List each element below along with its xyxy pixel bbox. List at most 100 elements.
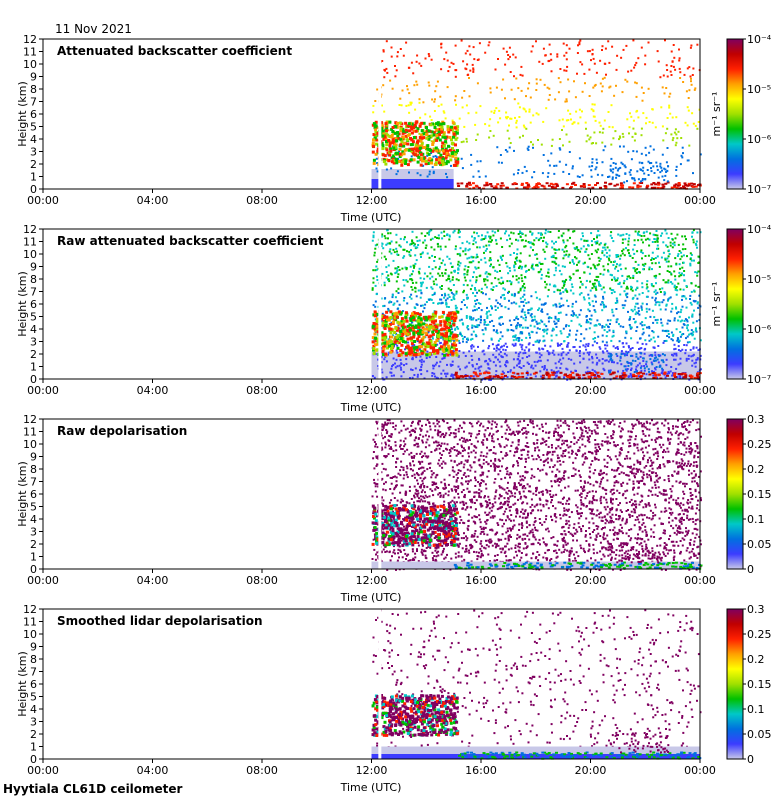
heatmap-cell (534, 526, 536, 529)
heatmap-cell (522, 304, 525, 307)
heatmap-cell (547, 268, 550, 271)
heatmap-cell (648, 334, 651, 337)
heatmap-cell (640, 152, 643, 155)
heatmap-cell (648, 308, 651, 311)
heatmap-cell (633, 308, 636, 311)
heatmap-cell (625, 294, 628, 297)
heatmap-cell (654, 183, 658, 186)
heatmap-cell (689, 298, 691, 300)
heatmap-cell (665, 339, 668, 342)
heatmap-cell (466, 284, 469, 287)
heatmap-cell (448, 278, 451, 280)
heatmap-cell (503, 297, 506, 300)
heatmap-cell (400, 343, 404, 347)
heatmap-cell (669, 370, 672, 373)
heatmap-cell (520, 89, 523, 92)
heatmap-cell (681, 266, 684, 269)
heatmap-cell (642, 92, 645, 94)
heatmap-cell (493, 329, 495, 332)
heatmap-cell (695, 244, 698, 247)
heatmap-cell (523, 286, 526, 289)
heatmap-cell (448, 238, 451, 241)
heatmap-cell (576, 329, 579, 332)
heatmap-cell (454, 245, 457, 248)
heatmap-cell (543, 368, 546, 371)
heatmap-cell (470, 355, 473, 357)
heatmap-cell (515, 317, 518, 320)
heatmap-cell (606, 350, 609, 353)
heatmap-cell (645, 373, 648, 376)
heatmap-cell (588, 272, 591, 275)
heatmap-cell (445, 330, 449, 333)
heatmap-cell (497, 343, 500, 346)
heatmap-cell (477, 367, 480, 370)
heatmap-cell (383, 284, 386, 287)
heatmap-cell (406, 138, 410, 142)
heatmap-cell (664, 292, 667, 295)
heatmap-cell (431, 337, 434, 340)
heatmap-cell (645, 307, 648, 310)
heatmap-cell (531, 319, 534, 322)
heatmap-cell (464, 279, 467, 282)
heatmap-cell (388, 141, 392, 145)
heatmap-cell (679, 77, 682, 79)
heatmap-cell (382, 84, 385, 87)
heatmap-cell (602, 265, 605, 268)
heatmap-cell (384, 352, 388, 356)
heatmap-cell (496, 376, 500, 379)
heatmap-cell (578, 354, 581, 357)
heatmap-cell (459, 230, 461, 233)
heatmap-cell (544, 232, 547, 235)
heatmap-cell (657, 335, 660, 338)
heatmap-cell (432, 364, 434, 367)
heatmap-cell (407, 104, 410, 107)
heatmap-cell (394, 296, 397, 299)
heatmap-cell (674, 128, 677, 131)
colorbar-tick-label: 10⁻⁷ (747, 183, 771, 196)
heatmap-cell (454, 163, 457, 167)
heatmap-cell (460, 375, 463, 378)
heatmap-cell (571, 305, 574, 308)
heatmap-cell (607, 176, 609, 178)
heatmap-cell (633, 179, 636, 182)
heatmap-cell (391, 126, 395, 129)
heatmap-cell (573, 362, 576, 365)
heatmap-cell (555, 262, 558, 265)
heatmap-cell (573, 346, 576, 348)
heatmap-cell (508, 124, 510, 127)
heatmap-cell (692, 183, 696, 186)
heatmap-cell (371, 336, 375, 340)
heatmap-cell (489, 91, 492, 94)
heatmap-cell (664, 229, 667, 232)
heatmap-cell (451, 129, 454, 132)
heatmap-cell (628, 346, 630, 349)
heatmap-cell (659, 165, 662, 168)
heatmap-cell (558, 160, 561, 163)
heatmap-cell (512, 329, 515, 332)
heatmap-cell (460, 141, 463, 144)
heatmap-cell (418, 344, 422, 348)
heatmap-cell (624, 238, 627, 241)
heatmap-cell (612, 162, 615, 164)
heatmap-cell (466, 306, 468, 309)
heatmap-cell (418, 323, 422, 327)
heatmap-cell (666, 245, 669, 248)
heatmap-cell (466, 269, 469, 272)
heatmap-cell (679, 357, 682, 360)
heatmap-cell (628, 252, 630, 255)
heatmap-cell (489, 378, 492, 381)
heatmap-cell (411, 357, 414, 360)
heatmap-cell (547, 184, 551, 187)
heatmap-cell (538, 261, 541, 264)
heatmap-cell (616, 254, 619, 256)
heatmap-cell (454, 304, 457, 307)
heatmap-cell (449, 311, 453, 315)
heatmap-cell (659, 354, 662, 357)
heatmap-cell (404, 332, 408, 335)
heatmap-cell (663, 179, 666, 182)
heatmap-cell (382, 247, 385, 250)
heatmap-cell (409, 346, 413, 350)
heatmap-cell (632, 318, 635, 320)
heatmap-cell (418, 359, 421, 362)
heatmap-cell (479, 302, 482, 305)
